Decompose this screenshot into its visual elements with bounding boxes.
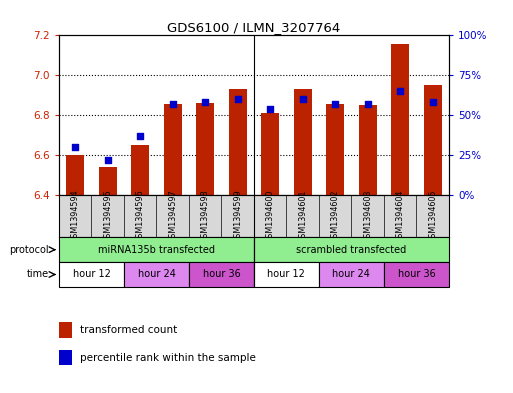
Bar [99, 167, 116, 195]
Bar [189, 262, 254, 287]
Point [266, 106, 274, 112]
Text: hour 36: hour 36 [203, 270, 240, 279]
Bar [424, 85, 442, 195]
Text: hour 36: hour 36 [398, 270, 435, 279]
Point [169, 101, 177, 107]
Bar [384, 262, 449, 287]
Point [136, 133, 144, 139]
Text: transformed count: transformed count [80, 325, 177, 335]
Point [201, 99, 209, 105]
Text: hour 24: hour 24 [332, 270, 370, 279]
Text: GSM1394604: GSM1394604 [396, 189, 405, 243]
Bar [124, 262, 189, 287]
Bar [326, 104, 344, 195]
Bar [59, 262, 124, 287]
Bar [359, 105, 377, 195]
Text: time: time [27, 270, 49, 279]
Text: GSM1394596: GSM1394596 [136, 189, 145, 243]
Text: GSM1394600: GSM1394600 [266, 189, 274, 243]
Bar [254, 262, 319, 287]
Text: protocol: protocol [10, 245, 49, 255]
Text: percentile rank within the sample: percentile rank within the sample [80, 353, 255, 363]
Bar [391, 44, 409, 195]
Bar [294, 89, 311, 195]
Point [104, 156, 112, 163]
Text: GSM1394594: GSM1394594 [71, 189, 80, 243]
Point [233, 96, 242, 102]
Point [396, 88, 404, 94]
Title: GDS6100 / ILMN_3207764: GDS6100 / ILMN_3207764 [167, 21, 341, 34]
Point [331, 101, 339, 107]
Text: GSM1394605: GSM1394605 [428, 189, 437, 243]
Bar [196, 103, 214, 195]
Bar [59, 237, 254, 262]
Text: GSM1394597: GSM1394597 [168, 189, 177, 243]
Bar [319, 262, 384, 287]
Text: GSM1394599: GSM1394599 [233, 189, 242, 243]
Text: GSM1394602: GSM1394602 [331, 189, 340, 243]
Text: hour 12: hour 12 [72, 270, 110, 279]
Text: scrambled transfected: scrambled transfected [297, 245, 406, 255]
Point [71, 144, 80, 150]
Point [428, 99, 437, 105]
Bar [261, 113, 279, 195]
Bar [229, 89, 247, 195]
Bar [131, 145, 149, 195]
Text: miRNA135b transfected: miRNA135b transfected [98, 245, 215, 255]
Text: hour 12: hour 12 [267, 270, 305, 279]
Bar [254, 237, 449, 262]
Point [364, 101, 372, 107]
Text: GSM1394595: GSM1394595 [103, 189, 112, 243]
Point [299, 96, 307, 102]
Text: hour 24: hour 24 [137, 270, 175, 279]
Bar [164, 104, 182, 195]
Text: GSM1394601: GSM1394601 [298, 189, 307, 243]
Text: GSM1394603: GSM1394603 [363, 189, 372, 243]
Text: GSM1394598: GSM1394598 [201, 189, 210, 243]
Bar [66, 155, 84, 195]
